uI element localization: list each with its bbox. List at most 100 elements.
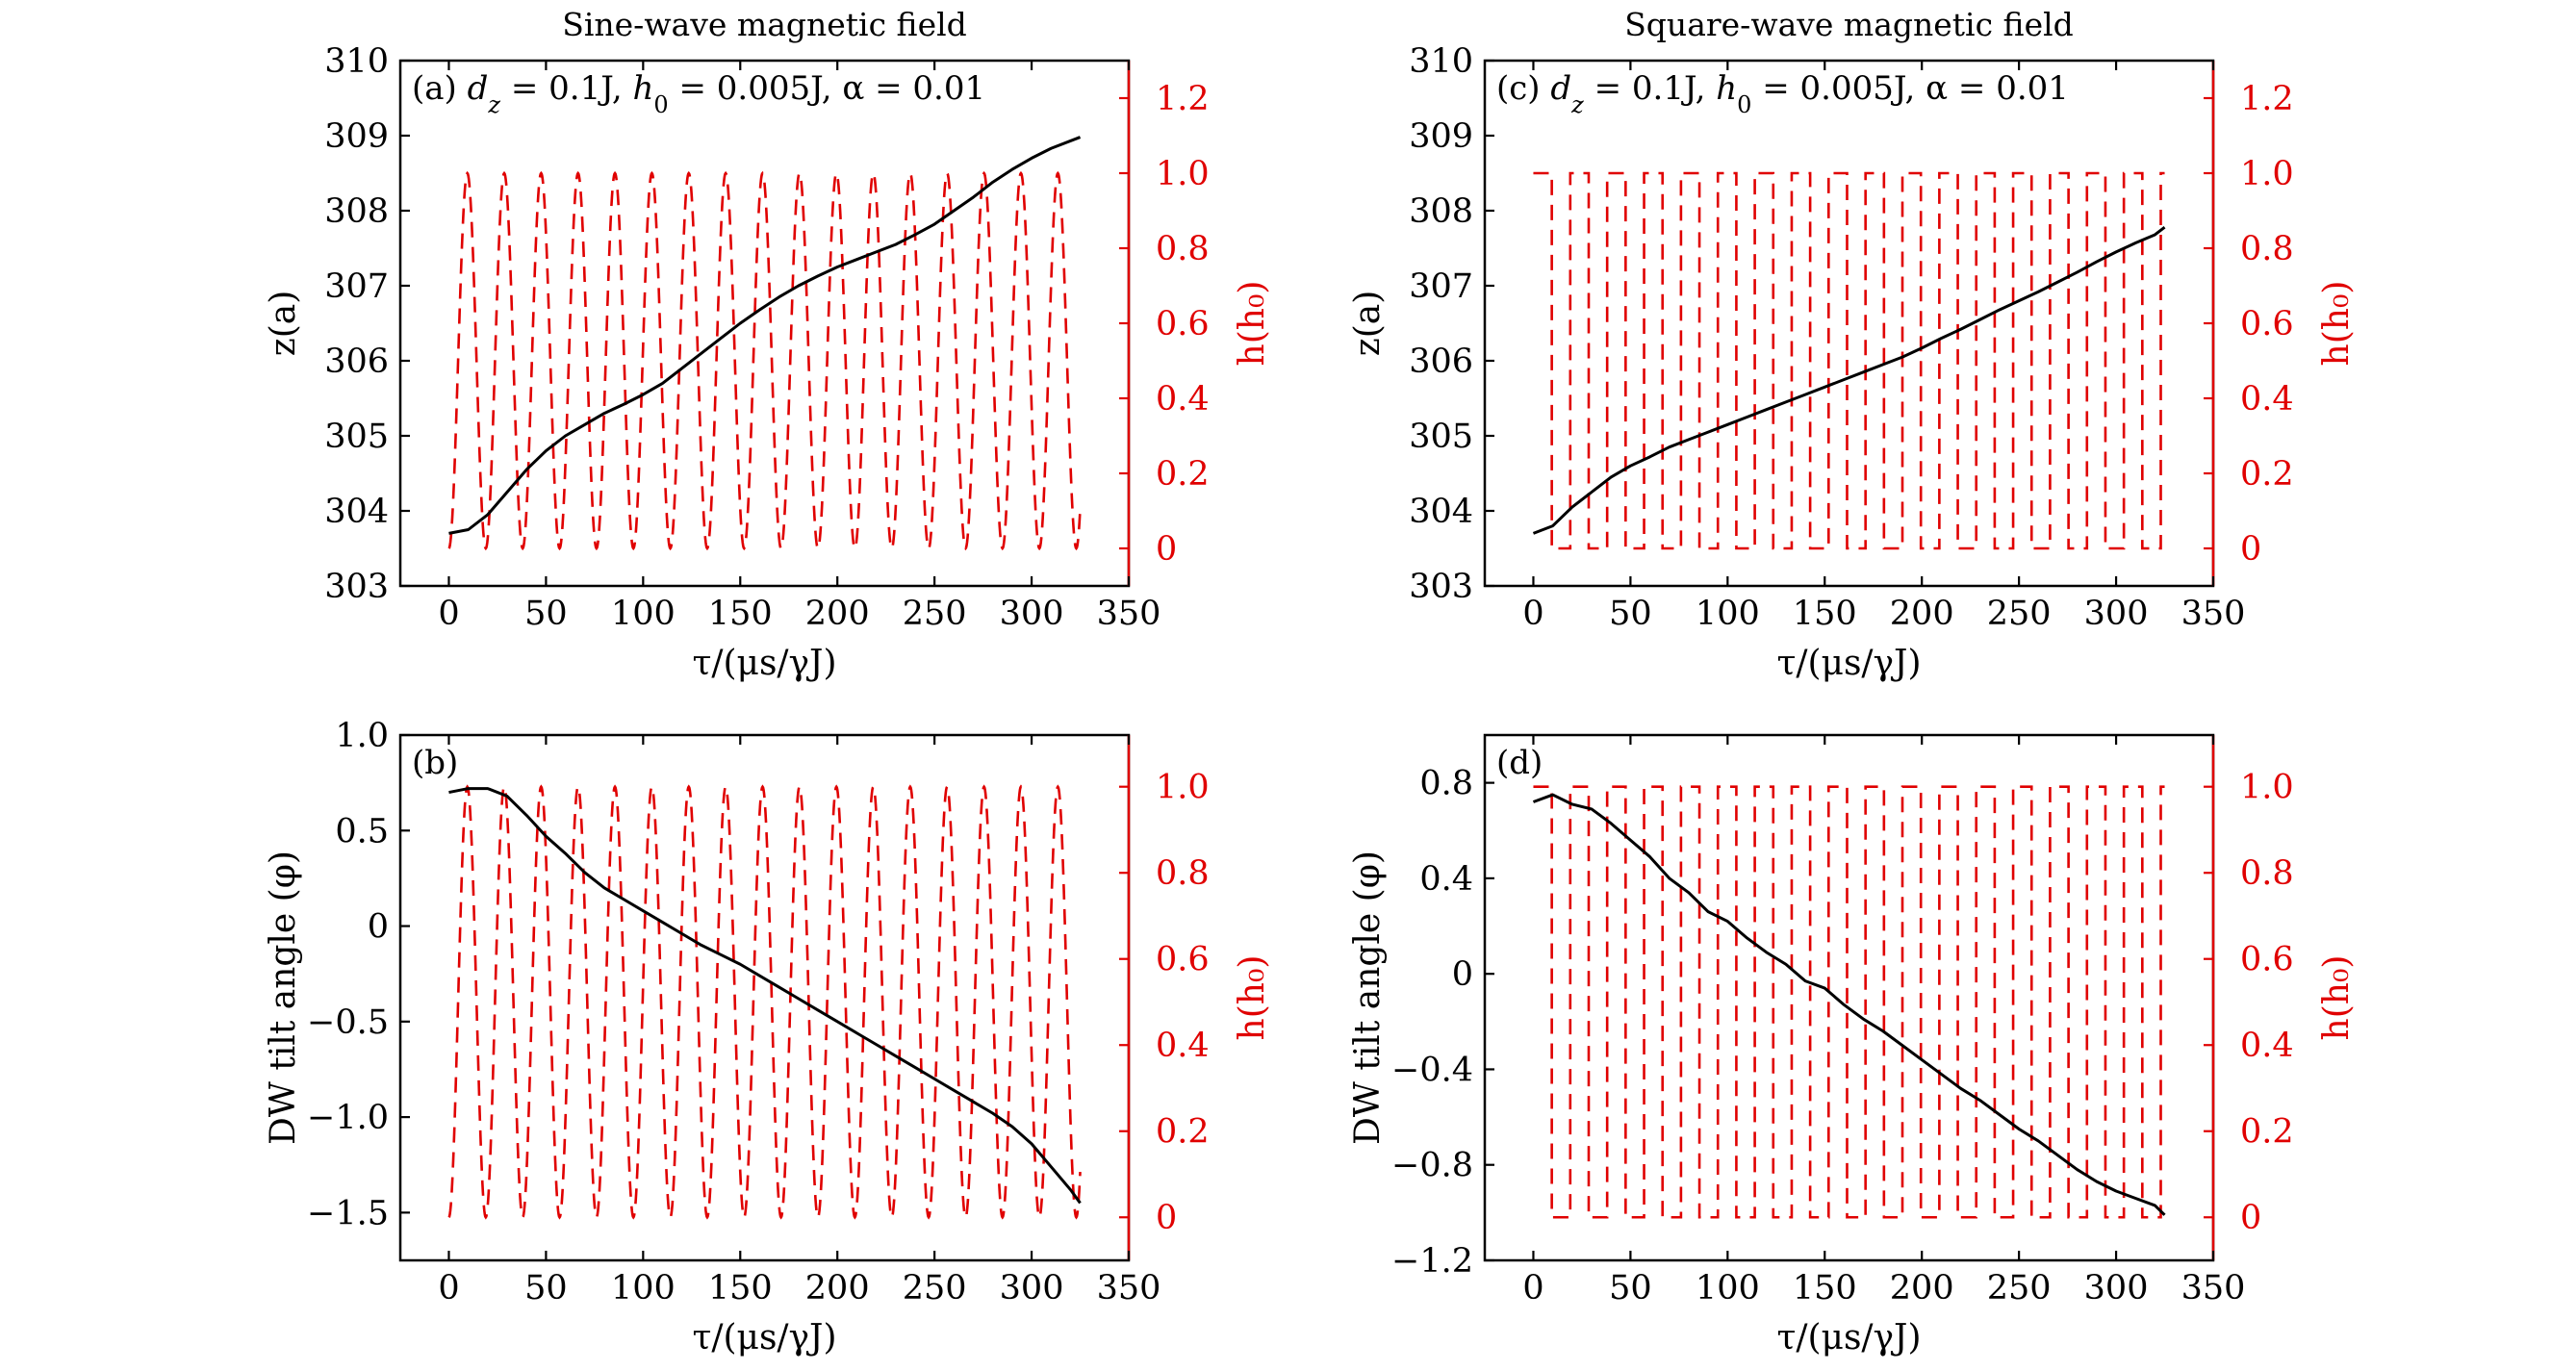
y-left-tick-label: 307 (1409, 267, 1473, 306)
x-tick-label: 150 (1793, 1269, 1857, 1308)
x-tick-label: 100 (1696, 1269, 1760, 1308)
x-tick-label: 100 (611, 1269, 676, 1308)
x-tick-label: 200 (1890, 1269, 1954, 1308)
y-left-tick-label: −1.2 (1391, 1242, 1473, 1281)
x-tick-label: 0 (1522, 1269, 1543, 1308)
plot-frame (398, 59, 1131, 588)
x-tick-label: 150 (708, 1269, 773, 1308)
y-right-tick-label: 1.0 (2240, 155, 2294, 193)
y-left-tick-label: 0 (1452, 955, 1473, 994)
y-left-tick-label: 310 (1409, 42, 1473, 81)
y-left-tick-label: −1.0 (307, 1099, 389, 1137)
y-right-tick-label: 0.4 (2240, 1027, 2294, 1065)
x-tick-label: 0 (438, 595, 459, 633)
y-right-tick-label: 0 (2240, 530, 2261, 569)
y-right-tick-label: 0.6 (1156, 305, 1210, 343)
y-right-tick-label: 0.8 (1156, 230, 1210, 268)
y-right-tick-label: 0.4 (1156, 1027, 1210, 1065)
y-right-tick-label: 0 (2240, 1199, 2261, 1237)
y-right-tick-label: 0.8 (2240, 854, 2294, 893)
x-axis-label: τ/(μs/γJ) (1776, 644, 1921, 683)
field-series-line (447, 784, 1082, 1220)
x-tick-label: 300 (1000, 1269, 1064, 1308)
y-left-tick-label: 0 (368, 908, 389, 947)
x-tick-label: 300 (2084, 1269, 2149, 1308)
x-tick-label: 50 (1609, 595, 1652, 633)
y-left-tick-label: 307 (324, 267, 389, 306)
panel-annotation: (b) (412, 744, 458, 782)
y-left-tick-label: 306 (1409, 343, 1473, 381)
y-right-tick-label: 0.2 (2240, 1113, 2294, 1152)
y-right-tick-label: 1.0 (1156, 155, 1210, 193)
plot-frame (1483, 59, 2215, 588)
x-tick-label: 250 (1987, 595, 2052, 633)
y-left-tick-label: 310 (324, 42, 389, 81)
panel-b: 0 50 100 150 200 250 300 350 −1.5 −1.0 −0.5 0 0.5 1.0… (264, 717, 1272, 1358)
x-tick-label: 50 (524, 1269, 568, 1308)
panel-annotation: (d) (1496, 744, 1543, 782)
x-axis-label: τ/(μs/γJ) (1776, 1318, 1921, 1358)
y-right-tick-label: 0.8 (2240, 230, 2294, 268)
y-left-axis-label: z(a) (264, 291, 303, 357)
y-left-tick-label: 309 (1409, 117, 1473, 156)
y-left-tick-label: 308 (1409, 192, 1473, 231)
x-tick-label: 350 (1097, 1269, 1161, 1308)
y-right-tick-label: 1.2 (1156, 80, 1210, 118)
y-right-tick-label: 0.6 (2240, 941, 2294, 979)
y-right-tick-label: 0.8 (1156, 854, 1210, 893)
x-axis-label: τ/(μs/γJ) (692, 644, 836, 683)
y-left-tick-label: 309 (324, 117, 389, 156)
y-right-axis-label: h(h₀) (2317, 955, 2357, 1041)
y-left-tick-label: 303 (1409, 568, 1473, 606)
x-tick-label: 200 (805, 595, 870, 633)
x-tick-label: 250 (903, 1269, 967, 1308)
x-tick-label: 300 (2084, 595, 2149, 633)
y-left-tick-label: 0.8 (1419, 765, 1473, 803)
y-right-tick-label: 0.2 (2240, 455, 2294, 494)
y-left-axis-label: DW tilt angle (φ) (264, 851, 303, 1145)
y-left-tick-label: −0.4 (1391, 1051, 1473, 1089)
x-tick-label: 350 (1097, 595, 1161, 633)
z-series-line (1532, 225, 2166, 535)
y-left-tick-label: 306 (324, 343, 389, 381)
panel-c: Square-wave magnetic field 0 50 100 150 200 25… (1348, 6, 2357, 683)
x-tick-label: 0 (1522, 595, 1543, 633)
plot-frame (1483, 733, 2215, 1262)
x-tick-label: 200 (805, 1269, 870, 1308)
y-left-axis-label: z(a) (1348, 291, 1388, 357)
y-right-tick-label: 0 (1156, 530, 1177, 569)
y-left-tick-label: 1.0 (335, 717, 389, 755)
y-left-axis-label: DW tilt angle (φ) (1348, 851, 1388, 1145)
y-right-axis-label: h(h₀) (1233, 281, 1272, 367)
y-right-tick-label: 0.2 (1156, 1113, 1210, 1152)
x-tick-label: 350 (2181, 1269, 2246, 1308)
x-tick-label: 350 (2181, 595, 2246, 633)
panel-annotation: (a) dz = 0.1J, h0 = 0.005J, α = 0.01 (412, 69, 985, 118)
panel-a: Sine-wave magnetic field 0 50 100 150 200 250 3… (264, 6, 1272, 683)
x-tick-label: 100 (611, 595, 676, 633)
field-series-line (447, 170, 1082, 551)
field-series-line (1533, 171, 2165, 550)
x-tick-label: 50 (524, 595, 568, 633)
y-left-tick-label: 0.4 (1419, 860, 1473, 899)
panel-title: Sine-wave magnetic field (562, 6, 967, 43)
y-right-tick-label: 0.4 (1156, 380, 1210, 419)
y-left-tick-label: 303 (324, 568, 389, 606)
x-tick-label: 150 (1793, 595, 1857, 633)
x-tick-label: 100 (1696, 595, 1760, 633)
x-tick-label: 150 (708, 595, 773, 633)
y-left-tick-label: 308 (324, 192, 389, 231)
x-tick-label: 250 (1987, 1269, 2052, 1308)
x-axis-label: τ/(μs/γJ) (692, 1318, 836, 1358)
phi-series-line (448, 787, 1082, 1205)
y-left-tick-label: 305 (1409, 418, 1473, 456)
y-right-tick-label: 1.0 (2240, 769, 2294, 807)
y-right-axis-label: h(h₀) (1233, 955, 1272, 1041)
y-right-tick-label: 0.2 (1156, 455, 1210, 494)
x-tick-label: 50 (1609, 1269, 1652, 1308)
y-right-tick-label: 0.6 (2240, 305, 2294, 343)
x-tick-label: 300 (1000, 595, 1064, 633)
y-left-tick-label: 304 (324, 493, 389, 531)
y-left-tick-label: 304 (1409, 493, 1473, 531)
panel-title: Square-wave magnetic field (1624, 6, 2074, 43)
